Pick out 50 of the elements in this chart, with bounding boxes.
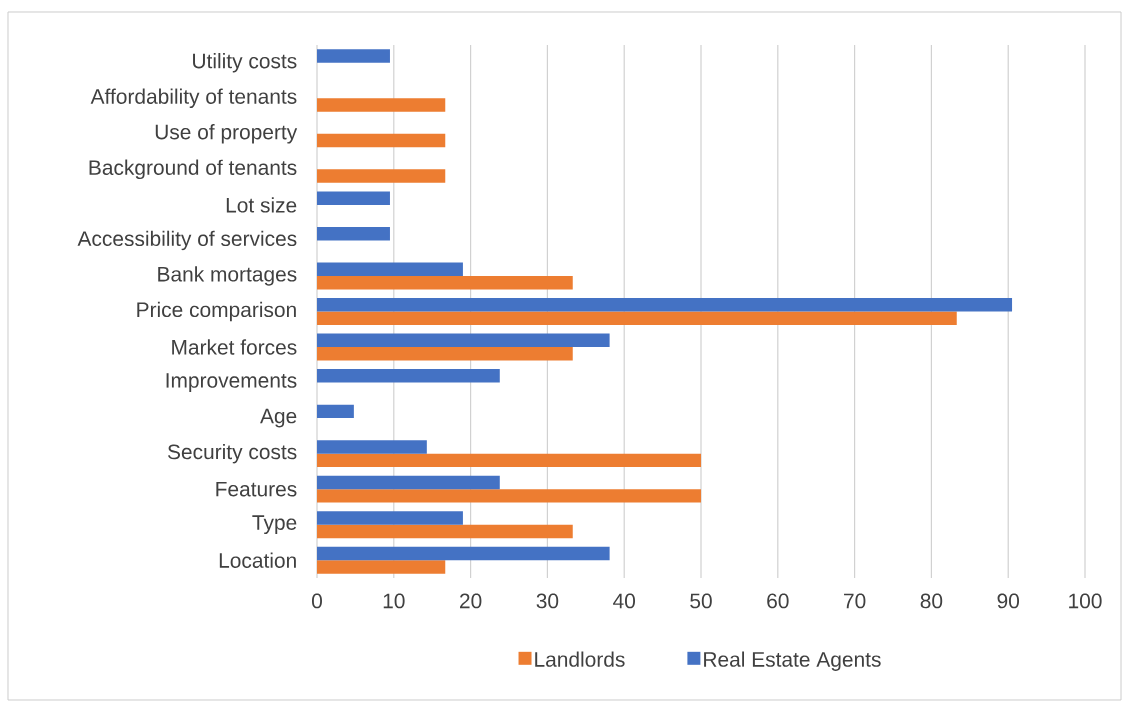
y-tick-label: Price comparison (137, 301, 296, 322)
bar (317, 98, 446, 112)
bar (317, 49, 390, 63)
x-tick-label: 0 (312, 593, 322, 609)
y-tick-label: Age (260, 408, 297, 428)
y-tick-label: Lot size (226, 197, 297, 213)
x-tick-label: 60 (767, 593, 789, 609)
x-tick-label: 90 (997, 593, 1020, 609)
bar (317, 440, 427, 454)
y-tick-label: Affordability of tenants (90, 88, 297, 109)
bar (317, 347, 573, 361)
x-tick-label: 40 (613, 593, 636, 609)
bar (317, 369, 500, 383)
bar (317, 511, 463, 525)
y-tick-label: Background of tenants (89, 159, 297, 180)
x-tick-label: 70 (844, 593, 866, 609)
bar (317, 191, 390, 205)
x-tick-label: 50 (690, 593, 712, 609)
bar (317, 133, 446, 148)
y-tick-label: Use of property (155, 124, 298, 144)
bar (317, 311, 957, 325)
y-tick-label: Improvements (166, 373, 297, 392)
x-tick-label: 30 (536, 593, 559, 609)
bar (317, 333, 610, 348)
x-tick-label: 10 (383, 593, 405, 609)
y-tick-label: Bank mortages (158, 266, 297, 286)
bar (317, 298, 1013, 312)
y-tick-label: Accessibility of services (77, 230, 297, 251)
bar (317, 560, 446, 574)
bar (317, 262, 463, 276)
y-tick-label: Type (252, 515, 297, 535)
y-tick-label: Location (219, 552, 296, 568)
bar (317, 489, 701, 503)
y-tick-label: Security costs (167, 443, 297, 464)
legend-label: Real Estate Agents (704, 651, 881, 671)
bar (317, 226, 390, 241)
bar (317, 404, 354, 419)
y-tick-label: Utility costs (193, 53, 297, 73)
legend-label: Landlords (535, 651, 625, 667)
y-tick-label: Market forces (172, 339, 297, 355)
bar (317, 475, 500, 490)
x-tick-label: 100 (1069, 593, 1102, 609)
x-tick-label: 20 (460, 593, 482, 609)
x-tick-label: 80 (920, 593, 943, 609)
bar (317, 275, 573, 290)
bar (317, 169, 446, 183)
bar (317, 546, 610, 561)
bar (317, 453, 701, 468)
y-tick-label: Features (216, 481, 297, 497)
bar (317, 524, 573, 539)
